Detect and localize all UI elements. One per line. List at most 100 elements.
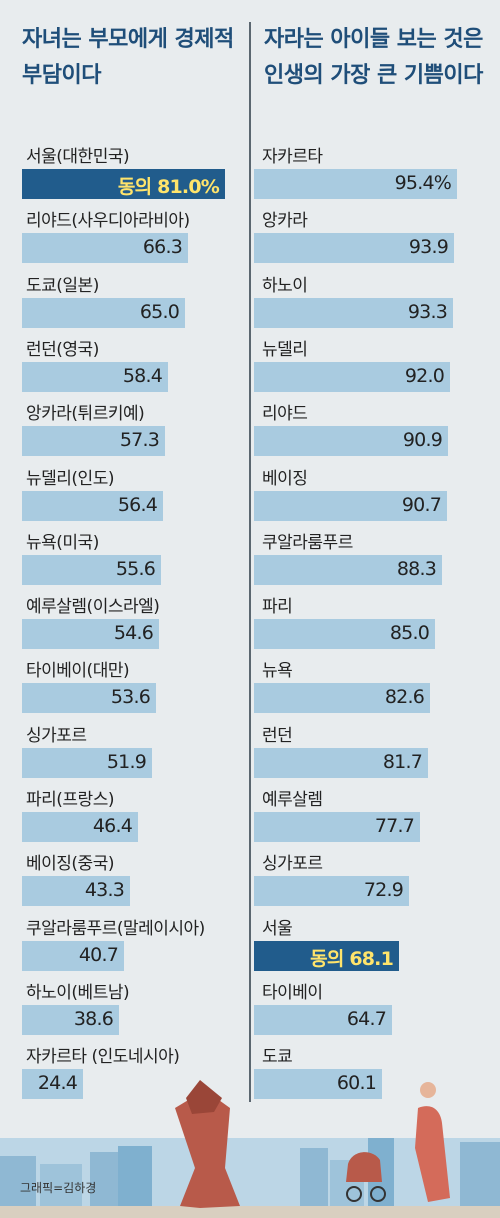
left-bar-row: 파리(프랑스) 46.4 bbox=[0, 781, 248, 845]
left-bar bbox=[22, 426, 165, 457]
right-bar bbox=[254, 490, 447, 521]
right-category-label: 예루살렘 bbox=[262, 790, 323, 810]
left-value-label: 동의 81.0% bbox=[117, 176, 220, 198]
left-category-label: 타이베이(대만) bbox=[26, 661, 130, 682]
right-category-label: 쿠알라룸푸르 bbox=[262, 532, 353, 553]
left-bar bbox=[22, 940, 124, 971]
right-bar bbox=[254, 1004, 392, 1035]
left-bar bbox=[22, 361, 168, 392]
left-category-label: 도쿄(일본) bbox=[26, 275, 99, 296]
right-bar-row: 파리 85.0 bbox=[252, 588, 500, 652]
right-category-label: 싱가포르 bbox=[262, 854, 323, 875]
left-bar-row: 예루살렘(이스라엘) 54.6 bbox=[0, 588, 248, 652]
left-bar-row: 타이베이(대만) 53.6 bbox=[0, 652, 248, 716]
right-bar-row: 런던 81.7 bbox=[252, 717, 500, 781]
left-bar-row: 하노이(베트남) 38.6 bbox=[0, 974, 248, 1038]
right-bar bbox=[254, 297, 453, 328]
left-bar bbox=[22, 747, 152, 778]
right-bar bbox=[254, 619, 435, 650]
right-chart-title: 자라는 아이들 보는 것은 인생의 가장 큰 기쁨이다 bbox=[264, 27, 483, 88]
left-value-label: 43.3 bbox=[84, 879, 125, 902]
left-category-label: 뉴델리(인도) bbox=[26, 468, 114, 489]
city-illustration bbox=[0, 1080, 500, 1218]
right-bar-row: 도쿄 60.1 bbox=[252, 1038, 500, 1102]
right-bar-row: 싱가포르 72.9 bbox=[252, 845, 500, 909]
right-bar bbox=[254, 554, 442, 585]
left-bar bbox=[22, 1069, 83, 1100]
left-bar-row: 쿠알라룸푸르(말레이시아) 40.7 bbox=[0, 910, 248, 974]
right-category-label: 뉴델리 bbox=[262, 339, 308, 360]
right-bar-row: 예루살렘 77.7 bbox=[252, 781, 500, 845]
left-bar-row: 싱가포르 51.9 bbox=[0, 717, 248, 781]
right-bar-row: 쿠알라룸푸르 88.3 bbox=[252, 524, 500, 588]
left-value-label: 54.6 bbox=[113, 622, 154, 645]
right-value-label: 92.0 bbox=[404, 364, 445, 387]
left-bar bbox=[22, 1004, 119, 1035]
left-bar-row: 뉴욕(미국) 55.6 bbox=[0, 524, 248, 588]
right-value-label: 85.0 bbox=[389, 622, 430, 645]
left-category-label: 리야드(사우디아라비아) bbox=[26, 211, 190, 232]
right-value-label: 93.9 bbox=[408, 236, 449, 259]
right-value-label: 82.6 bbox=[384, 686, 425, 709]
left-bar bbox=[22, 490, 163, 521]
right-value-label: 90.9 bbox=[402, 429, 443, 452]
right-bar bbox=[254, 812, 420, 842]
left-value-label: 58.4 bbox=[122, 364, 163, 387]
right-category-label: 타이베이 bbox=[262, 982, 323, 1003]
right-value-label: 동의 68.1 bbox=[310, 947, 394, 970]
left-value-label: 56.4 bbox=[117, 493, 158, 516]
right-category-label: 하노이 bbox=[262, 275, 308, 296]
left-value-label: 53.6 bbox=[110, 686, 151, 709]
left-value-label: 46.4 bbox=[92, 815, 133, 837]
right-value-label: 64.7 bbox=[346, 1007, 387, 1030]
right-category-label: 리야드 bbox=[262, 404, 308, 425]
right-value-label: 93.3 bbox=[407, 300, 448, 323]
left-bar bbox=[22, 554, 161, 585]
left-bar bbox=[22, 233, 188, 264]
right-value-label: 72.9 bbox=[363, 879, 404, 902]
right-category-label: 서울 bbox=[262, 918, 293, 939]
left-value-label: 66.3 bbox=[142, 236, 183, 259]
left-bar-row: 베이징(중국) 43.3 bbox=[0, 845, 248, 909]
left-category-label: 쿠알라룸푸르(말레이시아) bbox=[26, 918, 205, 939]
left-bar-row: 도쿄(일본) 65.0 bbox=[0, 267, 248, 331]
right-bar-row: 리야드 90.9 bbox=[252, 395, 500, 459]
credit-text: 그래픽=김하경 bbox=[20, 1181, 97, 1195]
right-bar bbox=[254, 233, 454, 264]
right-bar-row: 하노이 93.3 bbox=[252, 267, 500, 331]
left-value-label: 57.3 bbox=[119, 429, 160, 452]
left-bar bbox=[22, 169, 225, 199]
right-value-label: 90.7 bbox=[401, 493, 442, 516]
left-value-label: 40.7 bbox=[78, 943, 119, 966]
left-value-label: 55.6 bbox=[115, 557, 156, 580]
right-value-label: 81.7 bbox=[382, 750, 423, 773]
right-bar-row: 뉴델리 92.0 bbox=[252, 331, 500, 395]
left-bar-row: 리야드(사우디아라비아) 66.3 bbox=[0, 202, 248, 266]
left-category-label: 뉴욕(미국) bbox=[26, 532, 99, 553]
left-category-label: 싱가포르 bbox=[26, 725, 87, 746]
left-bar-row: 런던(영국) 58.4 bbox=[0, 331, 248, 395]
right-value-label: 77.7 bbox=[374, 815, 415, 837]
right-category-label: 뉴욕 bbox=[262, 661, 293, 682]
left-chart-title: 자녀는 부모에게 경제적 부담이다 bbox=[22, 27, 234, 88]
right-bar bbox=[254, 876, 409, 907]
right-value-label: 95.4% bbox=[394, 172, 452, 194]
left-value-label: 65.0 bbox=[139, 300, 180, 323]
column-divider bbox=[249, 22, 251, 1102]
left-category-label: 예루살렘(이스라엘) bbox=[26, 597, 160, 618]
left-category-label: 런던(영국) bbox=[26, 339, 99, 360]
right-category-label: 도쿄 bbox=[262, 1047, 293, 1068]
left-bar bbox=[22, 876, 130, 907]
right-bar bbox=[254, 169, 457, 199]
left-bar bbox=[22, 812, 138, 842]
right-category-label: 앙카라 bbox=[262, 211, 308, 232]
right-value-label: 60.1 bbox=[336, 1072, 377, 1095]
right-category-label: 자카르타 bbox=[262, 147, 323, 167]
right-category-label: 파리 bbox=[262, 597, 293, 618]
right-bar-row: 베이징 90.7 bbox=[252, 460, 500, 524]
right-bar-row: 앙카라 93.9 bbox=[252, 202, 500, 266]
right-bar-row: 타이베이 64.7 bbox=[252, 974, 500, 1038]
right-bar bbox=[254, 940, 399, 971]
left-value-label: 51.9 bbox=[106, 750, 147, 773]
